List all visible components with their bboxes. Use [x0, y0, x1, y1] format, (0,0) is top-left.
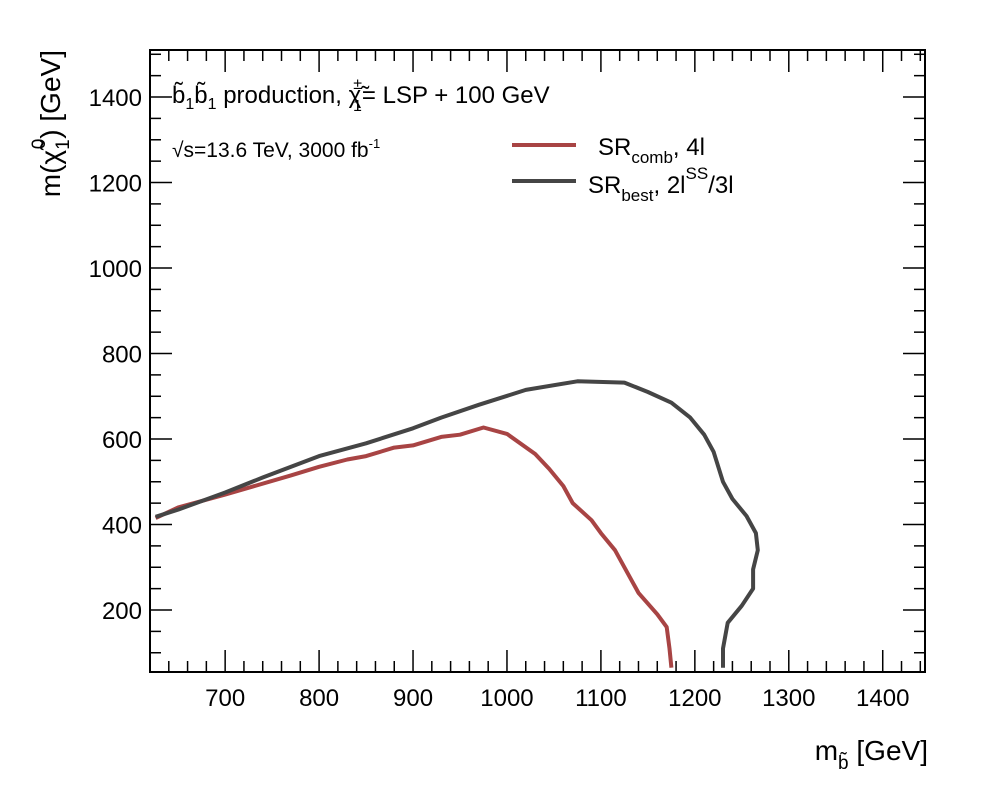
y-tick-label: 200	[102, 598, 142, 625]
axis-ticks: 700 800 900 1000 1100 1200 1300 1400 200 400 600 80…	[89, 50, 925, 712]
x-axis-title: mb̃ [GeV]	[815, 735, 928, 774]
y-tick-label: 1400	[89, 85, 142, 112]
legend-label-sr-comb: SRcomb, 4l	[598, 134, 705, 167]
series-line-sr-comb	[154, 425, 674, 668]
plot-frame	[149, 49, 926, 673]
curves	[154, 379, 760, 668]
y-axis-title: m(χ̃10) [GeV]	[29, 50, 74, 197]
x-tick-label: 800	[299, 685, 339, 712]
y-tick-label: 600	[102, 427, 142, 454]
y-tick-label: 1200	[89, 171, 142, 198]
x-tick-label: 1400	[856, 685, 909, 712]
x-tick-label: 1100	[575, 685, 627, 712]
annotation-production: b̃1b̃1 production, χ̃± 1= LSP + 100 GeV	[172, 76, 550, 115]
x-tick-label: 1300	[762, 685, 815, 712]
x-tick-label: 700	[205, 685, 245, 712]
y-tick-label: 1000	[89, 256, 142, 283]
x-tick-label: 1000	[480, 685, 533, 712]
annotation-energy-lumi: √s=13.6 TeV, 3000 fb-1	[172, 136, 380, 162]
x-tick-label: 900	[393, 685, 433, 712]
y-tick-label: 800	[102, 342, 142, 369]
legend: SRcomb, 4l SRbest, 2lSS/3l	[512, 134, 734, 205]
x-tick-label: 1200	[668, 685, 721, 712]
legend-label-sr-best: SRbest, 2lSS/3l	[588, 164, 734, 205]
series-line-sr-best	[154, 379, 760, 668]
y-tick-label: 400	[102, 513, 142, 540]
